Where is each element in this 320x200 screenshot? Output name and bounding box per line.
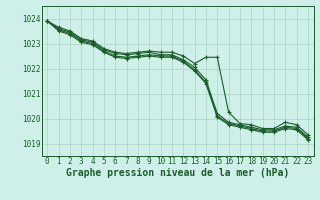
X-axis label: Graphe pression niveau de la mer (hPa): Graphe pression niveau de la mer (hPa) <box>66 168 289 178</box>
